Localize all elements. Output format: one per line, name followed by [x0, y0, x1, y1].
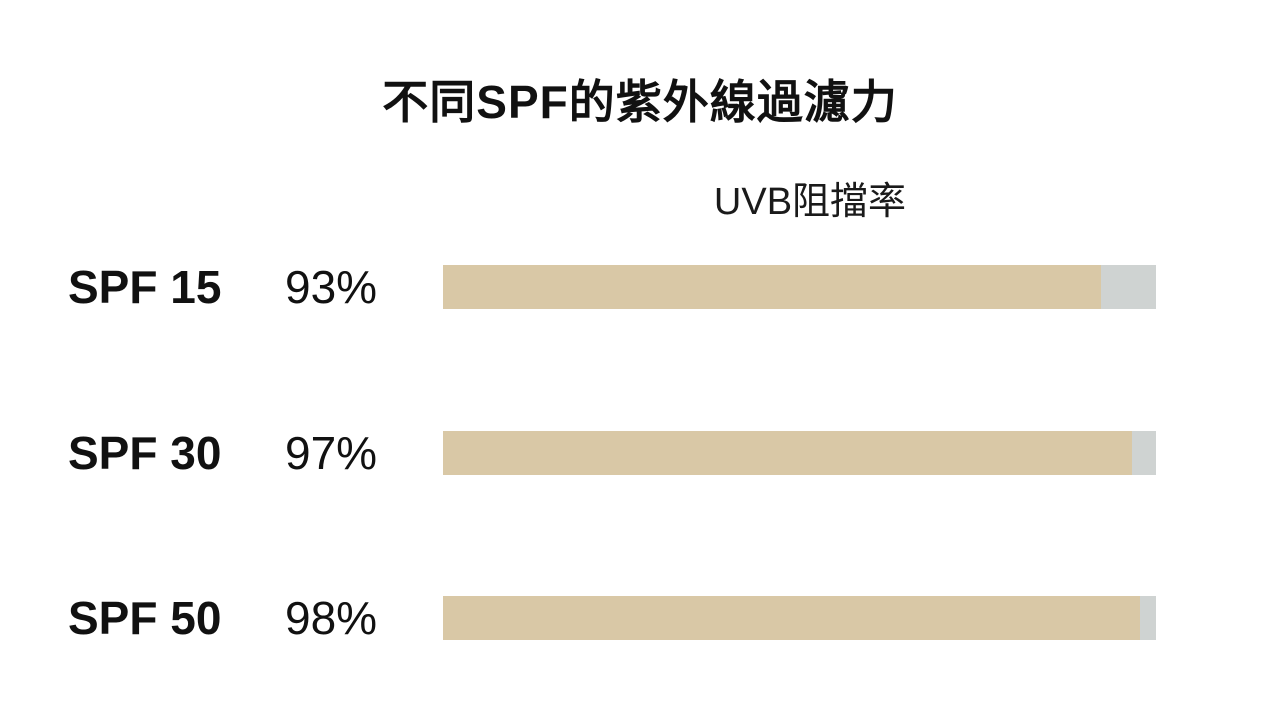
bar-track — [443, 596, 1156, 640]
bar — [443, 265, 1101, 309]
value-label: 97% — [285, 427, 378, 479]
bar — [443, 596, 1141, 640]
value-label: 98% — [285, 592, 378, 644]
bar-row-spf-15: SPF 15 93% — [0, 257, 1280, 317]
category-label: SPF 30 — [68, 427, 222, 479]
bar-row-spf-30: SPF 30 97% — [0, 423, 1280, 483]
bar-track — [443, 431, 1156, 475]
category-label: SPF 15 — [68, 261, 222, 313]
category-label: SPF 50 — [68, 592, 222, 644]
column-header: UVB阻擋率 — [713, 181, 907, 223]
bar-row-spf-50: SPF 50 98% — [0, 588, 1280, 648]
bar — [443, 431, 1133, 475]
chart-title: 不同SPF的紫外線過濾力 — [382, 76, 898, 128]
value-label: 93% — [285, 261, 378, 313]
bar-track — [443, 265, 1156, 309]
